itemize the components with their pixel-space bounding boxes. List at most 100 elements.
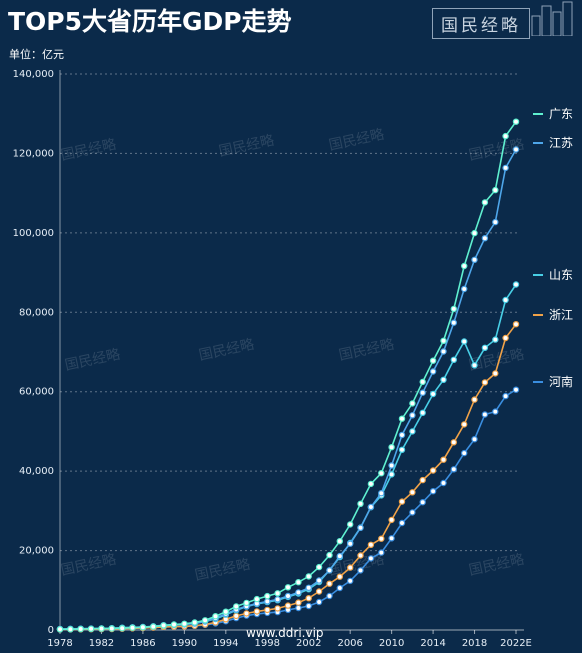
data-point <box>409 428 416 435</box>
watermark-text: 国民经略 <box>338 337 396 364</box>
data-point <box>232 612 240 620</box>
data-point <box>471 396 478 403</box>
data-point <box>67 626 74 633</box>
data-point <box>77 625 84 633</box>
data-point <box>264 606 271 614</box>
data-point <box>295 604 302 612</box>
data-point <box>264 598 271 605</box>
x-tick-label: 1998 <box>255 638 280 649</box>
data-point <box>284 592 292 600</box>
data-point <box>450 466 457 473</box>
data-point <box>347 577 354 585</box>
data-point <box>481 411 489 418</box>
data-point <box>502 392 509 400</box>
y-tick-label: 80,000 <box>19 307 54 318</box>
data-point <box>388 535 395 542</box>
data-point <box>212 613 219 620</box>
skyline-icon <box>531 1 573 36</box>
data-point <box>481 344 489 351</box>
data-point <box>419 499 426 506</box>
data-point <box>512 321 520 328</box>
data-point <box>326 567 333 574</box>
data-point <box>315 588 323 595</box>
data-point <box>232 603 240 610</box>
brand-logo: 国民经略 <box>432 8 530 39</box>
y-tick-label: 40,000 <box>19 466 54 477</box>
data-point <box>440 479 447 487</box>
data-point <box>512 386 520 393</box>
legend-label: 浙江 <box>549 308 573 322</box>
data-point <box>450 356 457 363</box>
data-point <box>274 590 281 597</box>
data-point <box>388 516 395 524</box>
data-point <box>440 337 447 344</box>
footer-url: www.ddri.vip <box>246 626 324 640</box>
data-point <box>461 285 468 293</box>
x-tick-label: 2018 <box>462 638 487 649</box>
data-point <box>118 625 126 632</box>
data-point <box>264 592 271 600</box>
data-point <box>336 538 343 545</box>
data-point <box>357 552 364 559</box>
data-point <box>398 415 406 422</box>
data-point <box>357 524 364 532</box>
data-point <box>440 348 447 355</box>
data-point <box>253 595 261 603</box>
data-point <box>305 602 312 610</box>
data-point <box>357 500 364 507</box>
x-tick-label: 2022E <box>500 638 532 649</box>
data-point <box>471 436 478 443</box>
x-tick-label: 2010 <box>379 638 404 649</box>
x-tick-label: 2002 <box>296 638 321 649</box>
x-tick-label: 1986 <box>130 638 155 649</box>
x-tick-label: 1978 <box>47 638 72 649</box>
data-point <box>502 296 509 304</box>
data-point <box>461 421 468 428</box>
y-axis: 0 20,000 40,000 60,000 80,000 100,000 120,000 1… <box>13 69 61 636</box>
y-tick-label: 140,000 <box>13 69 54 80</box>
data-point <box>471 256 478 263</box>
data-point <box>326 551 333 559</box>
data-point <box>150 623 157 630</box>
data-point <box>481 379 489 386</box>
series-guangdong <box>56 118 520 633</box>
data-point <box>367 503 375 511</box>
x-axis: 1978 1982 1986 1990 1994 1998 2002 2006 2010 2014… <box>47 629 532 649</box>
data-point <box>98 625 105 632</box>
data-point <box>492 408 499 415</box>
x-tick-label: 2006 <box>337 638 362 649</box>
data-point <box>201 617 209 624</box>
data-point <box>305 595 312 602</box>
x-tick-label: 1982 <box>89 638 114 649</box>
data-point <box>419 476 426 484</box>
unit-label: 单位：亿元 <box>9 48 64 61</box>
data-point <box>409 400 416 407</box>
data-point <box>326 580 333 587</box>
data-point <box>315 563 323 571</box>
data-point <box>336 584 343 592</box>
watermark-text: 国民经略 <box>198 337 256 364</box>
data-point <box>429 357 437 364</box>
data-point <box>305 584 312 592</box>
legend-label: 山东 <box>549 268 573 282</box>
data-point <box>471 362 478 369</box>
data-point <box>398 519 406 527</box>
data-point <box>502 334 509 342</box>
data-point <box>357 567 364 574</box>
data-point <box>429 390 437 398</box>
data-point <box>367 555 375 562</box>
data-point <box>243 610 250 617</box>
data-point <box>367 480 375 488</box>
data-point <box>243 599 250 607</box>
data-point <box>492 186 499 194</box>
x-tick-label: 2014 <box>420 638 445 649</box>
data-point <box>378 535 385 542</box>
y-tick-label: 120,000 <box>13 148 54 159</box>
data-point <box>502 132 509 140</box>
y-tick-label: 0 <box>48 625 54 636</box>
series-line <box>59 121 517 631</box>
data-point <box>347 521 354 528</box>
data-point <box>492 370 499 377</box>
data-point <box>409 509 416 516</box>
